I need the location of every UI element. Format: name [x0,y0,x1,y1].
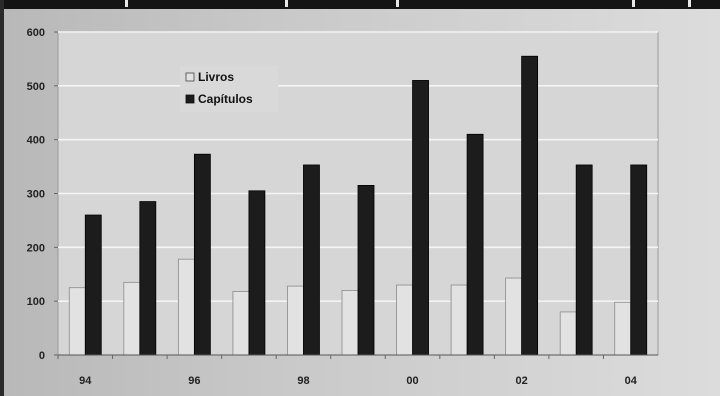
bar-capitulos-98 [303,164,320,356]
x-axis-ticks: 94 96 98 00 02 04 [57,354,658,387]
legend-label-capitulos: Capítulos [198,92,253,106]
bar-livros-98 [287,285,304,356]
x-tick-label: 00 [406,375,418,387]
x-tick-label: 96 [188,375,200,387]
bar-livros-00 [396,284,413,356]
y-tick-label: 0 [39,350,45,362]
bar-livros-02 [505,277,523,356]
left-border [0,0,4,396]
legend-box [180,66,278,112]
bar-livros-03 [559,311,577,356]
bar-capitulos-03 [575,164,593,356]
bar-capitulos-01 [466,133,484,356]
legend-swatch-livros [185,72,195,82]
x-tick-label: 94 [79,375,92,387]
x-tick-label: 04 [625,375,638,387]
bar-livros-97 [232,291,250,356]
bar-capitulos-95 [139,201,157,356]
bar-livros-04 [614,301,632,356]
y-tick-label: 200 [27,242,45,254]
bar-livros-99 [341,289,359,356]
bar-livros-95 [123,281,141,356]
bars [68,55,648,356]
x-tick-label: 02 [516,375,528,387]
y-axis-ticks: 0 100 200 300 400 500 600 [27,27,58,362]
bar-capitulos-96 [193,153,211,356]
bar-capitulos-94 [84,214,102,356]
top-border [0,0,720,9]
legend-swatch-capitulos [185,94,195,104]
y-tick-label: 100 [27,296,45,308]
bar-capitulos-04 [630,164,648,356]
bar-capitulos-99 [357,185,375,356]
bar-livros-94 [68,287,86,356]
y-tick-label: 600 [27,27,45,39]
bar-capitulos-97 [248,190,266,356]
legend: Livros Capítulos [180,66,278,112]
bar-livros-96 [177,258,195,356]
top-border-ticks [125,0,691,7]
bar-livros-01 [450,284,468,356]
x-tick-label: 98 [297,375,309,387]
bar-capitulos-00 [412,80,429,356]
bar-capitulos-02 [521,55,539,356]
y-tick-label: 300 [27,189,45,201]
y-tick-label: 500 [27,81,45,93]
y-tick-label: 400 [27,135,45,147]
legend-label-livros: Livros [198,70,234,84]
